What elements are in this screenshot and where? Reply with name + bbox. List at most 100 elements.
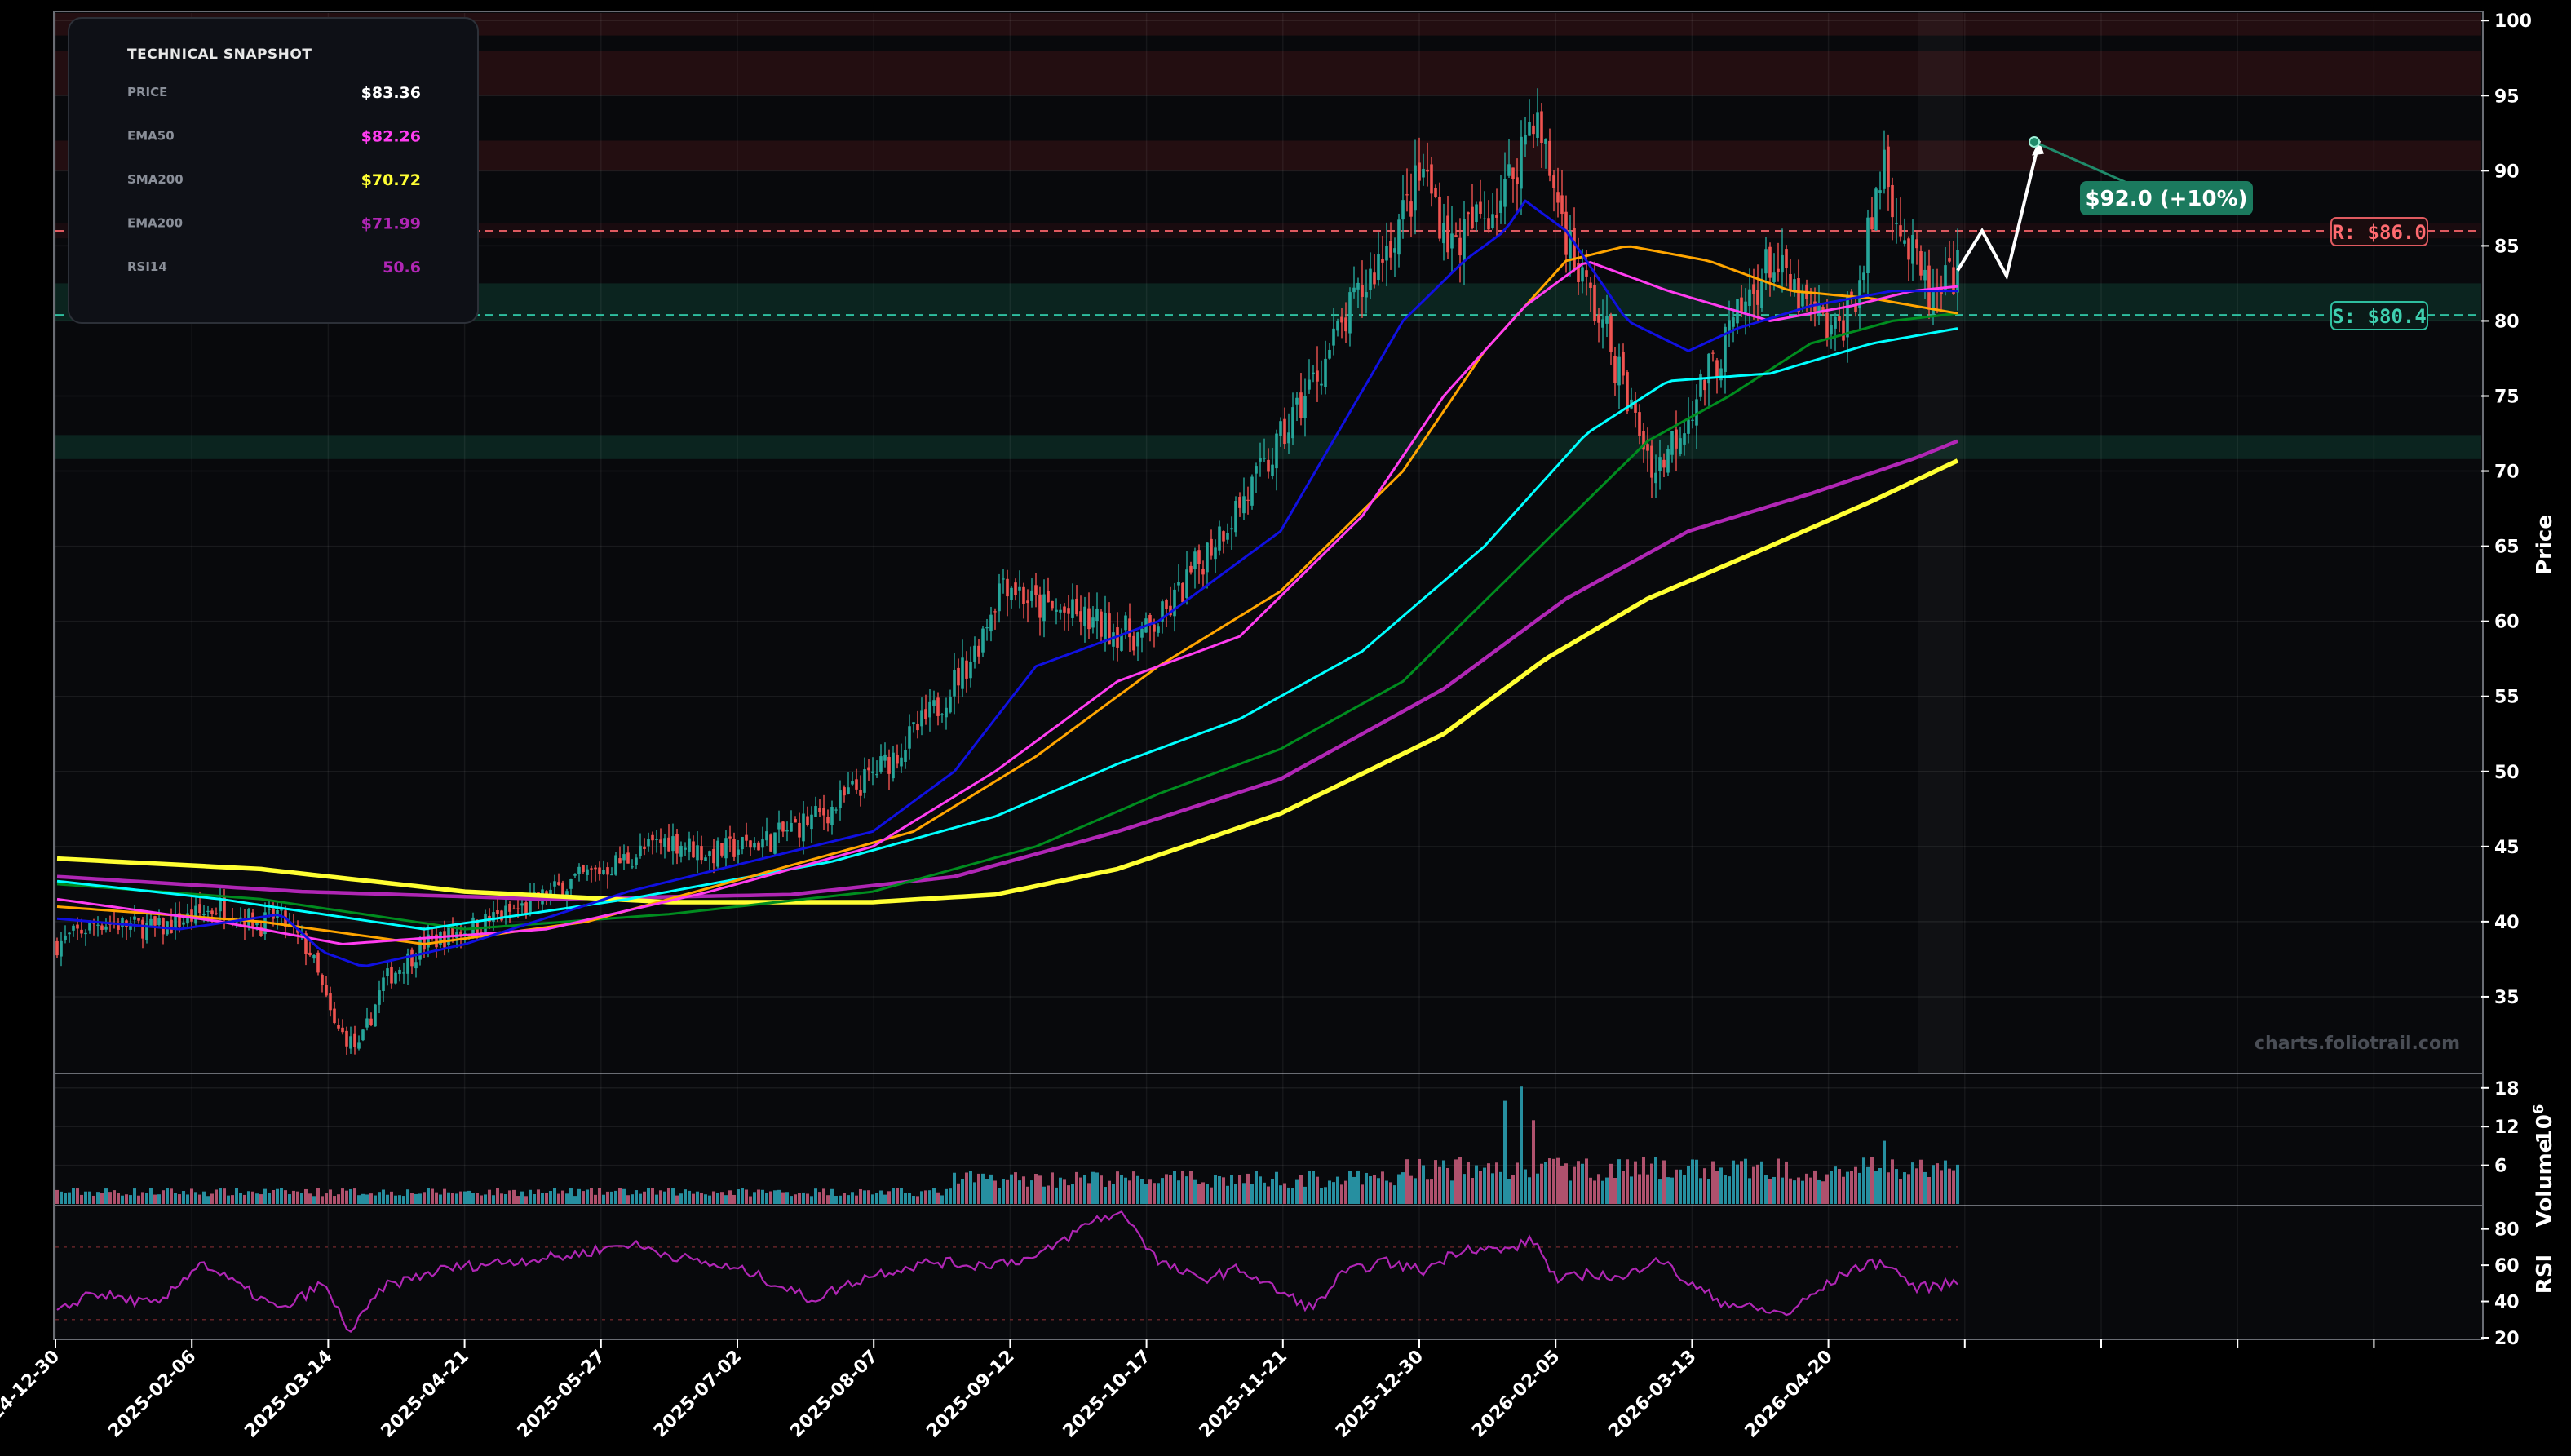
volume-bar [1308,1171,1311,1204]
volume-bar [1389,1182,1392,1204]
volume-bar [268,1193,271,1204]
volume-bar [1071,1184,1074,1204]
candle-body [1140,628,1144,638]
candle-body [1124,615,1127,631]
volume-bar [916,1196,919,1204]
candle-body [769,834,772,852]
candle-body [1165,600,1168,609]
volume-bar [826,1195,830,1204]
candle-body [1654,472,1657,484]
snapshot-value: 50.6 [383,259,421,277]
volume-bar [157,1194,161,1204]
candle-body [60,940,63,957]
candle-body [223,896,226,920]
volume-bar [121,1195,124,1204]
volume-bar [1593,1180,1596,1204]
volume-bar [1238,1175,1241,1204]
volume-bar [467,1190,471,1204]
candle-body [349,1036,352,1049]
candle-body [696,845,699,861]
volume-bar [643,1191,646,1204]
volume-bar [394,1195,397,1204]
volume-bar [879,1190,883,1204]
volume-bar [447,1192,450,1204]
volume-bar [969,1171,972,1204]
candle-body [1189,565,1193,573]
volume-bar [76,1188,79,1204]
candle-body [1883,149,1886,189]
volume-bar [1405,1159,1409,1204]
candle-body [508,904,511,912]
volume-bar [337,1194,340,1204]
projection-line [1956,140,2041,281]
volume-bar [741,1188,744,1204]
volume-bar [129,1195,132,1204]
volume-bar [1181,1170,1184,1204]
snapshot-title: TECHNICAL SNAPSHOT [127,46,312,63]
volume-bar [520,1191,524,1204]
candle-body [684,847,687,850]
volume-bar [549,1191,552,1204]
volume-bar [655,1194,658,1204]
volume-bar [659,1190,662,1204]
candle-body [1377,254,1380,281]
volume-bar [1275,1171,1278,1204]
volume-bar [149,1188,153,1204]
volume-bar [1108,1180,1111,1204]
candle-body [1157,626,1160,633]
volume-bar [471,1193,475,1204]
candle-body [333,1008,336,1024]
candle-body [1079,611,1082,622]
candle-body [798,822,801,838]
candle-body [1438,196,1441,239]
volume-bar [284,1190,287,1204]
candle-body [1450,233,1454,249]
candle-body [1699,374,1702,397]
volume-bar [1573,1166,1576,1204]
volume-bar [1128,1180,1131,1204]
candle-body [1703,379,1706,391]
volume-bar [108,1192,112,1204]
candle-body [84,932,87,935]
candle-body [977,645,980,657]
volume-bar [541,1193,544,1204]
candle-body [753,843,756,848]
volume-bar [1927,1176,1931,1204]
candle-body [879,756,883,772]
candle-body [341,1027,344,1033]
candle-body [1789,273,1792,290]
candle-body [1511,167,1515,179]
volume-bar [1642,1157,1645,1204]
volume-bar [1617,1159,1621,1204]
volume-bar [1206,1184,1209,1204]
volume-bar [1630,1176,1633,1204]
rsi-axis-label: RSI [2533,1255,2557,1294]
candle-body [1095,608,1099,622]
snapshot-value: $71.99 [361,215,421,233]
volume-bar [219,1188,222,1204]
volume-bar [272,1189,275,1204]
volume-bar [357,1195,361,1204]
candle-body [1548,140,1551,176]
candle-body [1866,217,1870,273]
volume-bar [1479,1171,1482,1204]
candle-body [924,709,927,719]
volume-bar [1373,1175,1376,1204]
candle-body [1083,606,1086,626]
volume-bar [851,1192,854,1204]
volume-bar [561,1190,564,1204]
volume-bar [626,1195,630,1204]
candle-body [737,849,740,855]
volume-bar [993,1180,997,1204]
volume-bar [325,1193,328,1204]
candle-body [610,874,613,876]
volume-bar [1520,1086,1523,1204]
volume-bar [1010,1174,1013,1204]
volume-bar [1662,1160,1666,1204]
candle-body [1903,240,1906,244]
candle-body [55,940,59,956]
volume-bar [1895,1169,1898,1204]
volume-bar [1385,1180,1388,1204]
candle-body [883,754,887,761]
candle-body [606,867,609,875]
